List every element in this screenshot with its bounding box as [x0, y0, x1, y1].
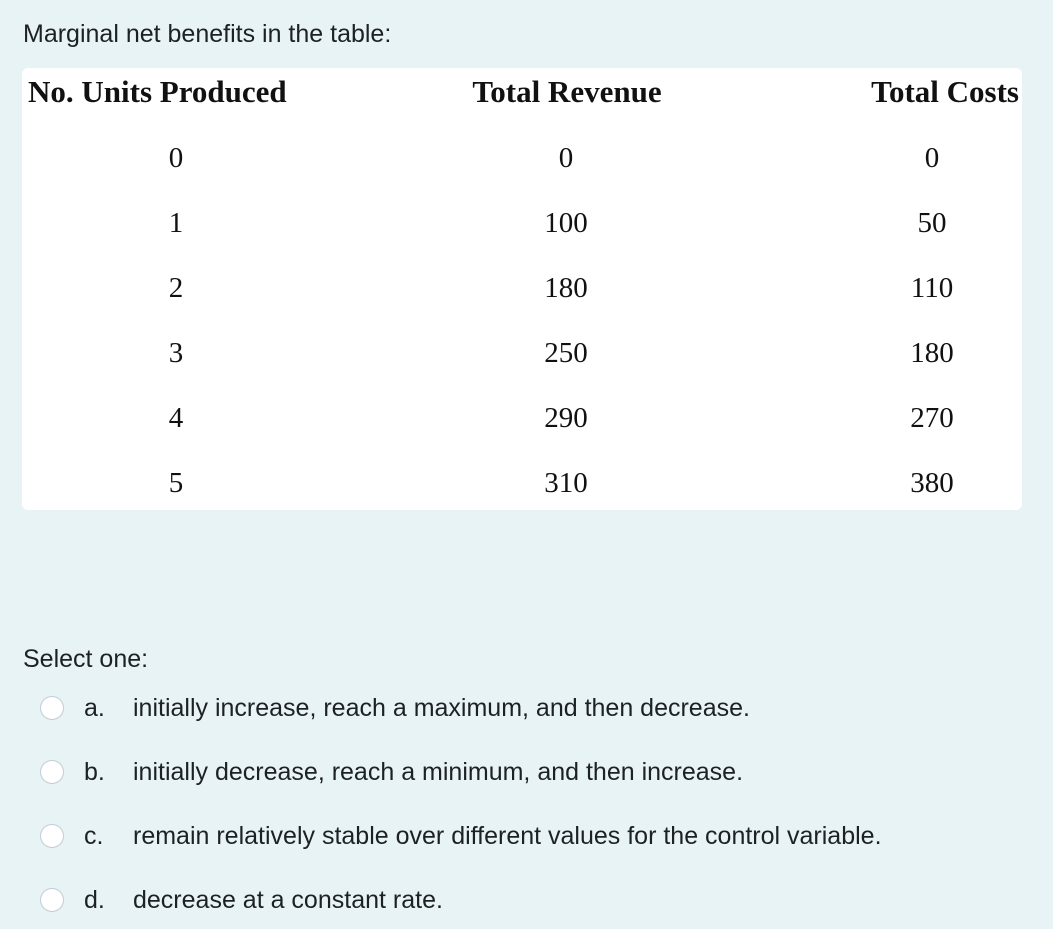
table-cell-units: 4	[168, 402, 184, 434]
select-one-prompt: Select one:	[23, 645, 149, 673]
option-letter: b.	[84, 758, 105, 786]
table-cell-revenue: 310	[544, 467, 588, 499]
table-cell-revenue: 0	[558, 142, 574, 174]
option-text[interactable]: remain relatively stable over different …	[133, 822, 882, 850]
table-cell-costs: 110	[910, 272, 954, 304]
radio-button-a[interactable]	[40, 696, 64, 720]
header-total-revenue: Total Revenue	[472, 74, 662, 109]
radio-button-b[interactable]	[40, 760, 64, 784]
table-cell-revenue: 100	[544, 207, 588, 239]
answer-option-c[interactable]: c. remain relatively stable over differe…	[38, 816, 1028, 856]
table-cell-costs: 380	[910, 467, 954, 499]
option-text[interactable]: initially decrease, reach a minimum, and…	[133, 758, 744, 786]
option-text[interactable]: initially increase, reach a maximum, and…	[133, 694, 750, 722]
table-cell-units: 2	[168, 272, 184, 304]
table-cell-units: 5	[168, 467, 184, 499]
radio-button-c[interactable]	[40, 824, 64, 848]
table-cell-units: 0	[168, 142, 184, 174]
radio-button-d[interactable]	[40, 888, 64, 912]
option-letter: c.	[84, 822, 104, 850]
answer-option-b[interactable]: b. initially decrease, reach a minimum, …	[38, 752, 1028, 792]
question-text: Marginal net benefits in the table:	[23, 20, 392, 48]
option-letter: d.	[84, 886, 105, 914]
header-units-produced: No. Units Produced	[28, 74, 287, 109]
table-cell-revenue: 290	[544, 402, 588, 434]
option-letter: a.	[84, 694, 105, 722]
option-text[interactable]: decrease at a constant rate.	[133, 886, 443, 914]
answer-option-d[interactable]: d. decrease at a constant rate.	[38, 880, 1028, 920]
answer-option-a[interactable]: a. initially increase, reach a maximum, …	[38, 688, 1028, 728]
table-cell-costs: 50	[917, 207, 947, 239]
table-cell-units: 3	[168, 337, 184, 369]
table-cell-costs: 270	[910, 402, 954, 434]
table-cell-costs: 180	[910, 337, 954, 369]
table-cell-revenue: 180	[544, 272, 588, 304]
table-cell-units: 1	[168, 207, 184, 239]
table-cell-costs: 0	[924, 142, 940, 174]
header-total-costs: Total Costs	[871, 74, 1019, 109]
table-cell-revenue: 250	[544, 337, 588, 369]
data-table	[22, 68, 1022, 510]
